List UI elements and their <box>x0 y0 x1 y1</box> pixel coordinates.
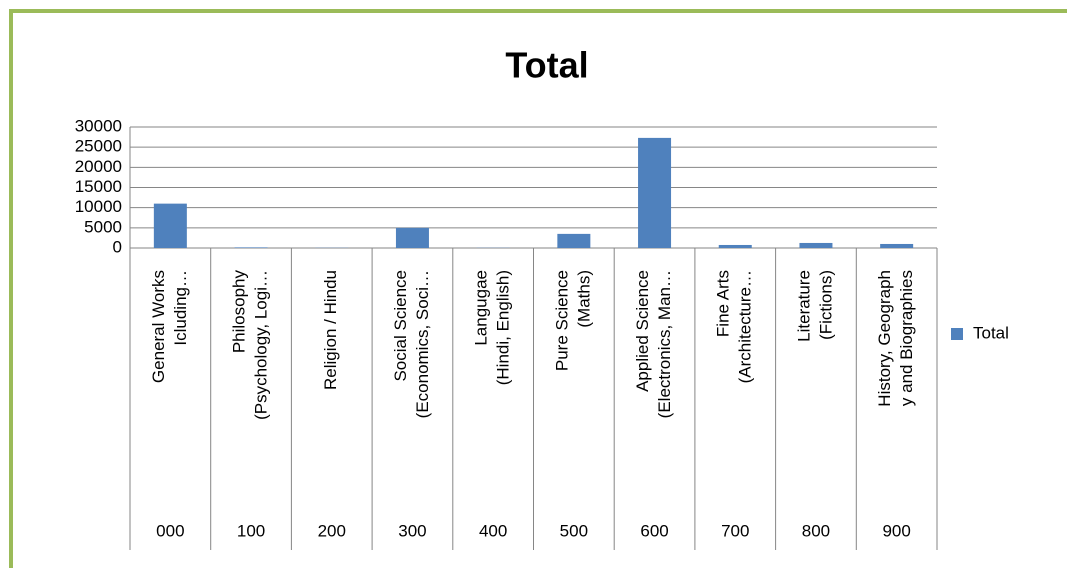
x-tick-label: 900 <box>882 521 910 540</box>
sub-category-label: Literature <box>794 270 813 342</box>
sub-category-label: Pure Science <box>552 270 571 371</box>
y-tick-label: 20000 <box>75 157 122 176</box>
sub-category-label: Fine Arts <box>714 270 733 337</box>
bar <box>718 244 752 248</box>
x-tick-label: 300 <box>398 521 426 540</box>
chart-title: Total <box>505 45 588 86</box>
sub-category-label: Icluding… <box>171 270 190 346</box>
x-tick-label: 700 <box>721 521 749 540</box>
sub-category-label: General Works <box>149 270 168 383</box>
x-tick-label: 400 <box>479 521 507 540</box>
y-tick-label: 25000 <box>75 137 122 156</box>
bar <box>234 247 268 248</box>
legend-swatch <box>951 328 963 340</box>
sub-category-label: (Maths) <box>574 270 593 328</box>
x-tick-label: 500 <box>560 521 588 540</box>
x-tick-label: 200 <box>318 521 346 540</box>
sub-category-label: (Psychology, Logi… <box>252 270 271 420</box>
y-tick-label: 10000 <box>75 197 122 216</box>
bar <box>153 203 187 248</box>
sub-category-label: (Economics, Soci… <box>413 270 432 418</box>
sub-category-label: History, Geograph <box>875 270 894 407</box>
x-tick-label: 000 <box>156 521 184 540</box>
bar <box>395 227 429 248</box>
sub-category-label: (Fictions) <box>816 270 835 340</box>
sub-category-label: Philosophy <box>230 270 249 354</box>
bar <box>638 137 672 248</box>
x-tick-label: 800 <box>802 521 830 540</box>
y-tick-label: 15000 <box>75 177 122 196</box>
legend-label: Total <box>973 323 1009 342</box>
sub-category-label: Langugae <box>472 270 491 346</box>
y-tick-label: 30000 <box>75 116 122 135</box>
sub-category-label: y and Biographies <box>897 270 916 406</box>
x-tick-label: 600 <box>640 521 668 540</box>
sub-category-label: Social Science <box>391 270 410 382</box>
y-tick-label: 0 <box>113 237 122 256</box>
bar <box>799 242 833 248</box>
bar <box>880 243 914 248</box>
sub-category-label: (Hindi, English) <box>494 270 513 385</box>
sub-category-label: Religion / Hindu <box>321 270 340 390</box>
bar <box>557 233 591 248</box>
sub-category-label: Applied Science <box>633 270 652 392</box>
x-tick-label: 100 <box>237 521 265 540</box>
y-tick-label: 5000 <box>84 217 122 236</box>
sub-category-label: (Electronics, Man… <box>655 270 674 418</box>
sub-category-label: (Architecture… <box>736 270 755 383</box>
